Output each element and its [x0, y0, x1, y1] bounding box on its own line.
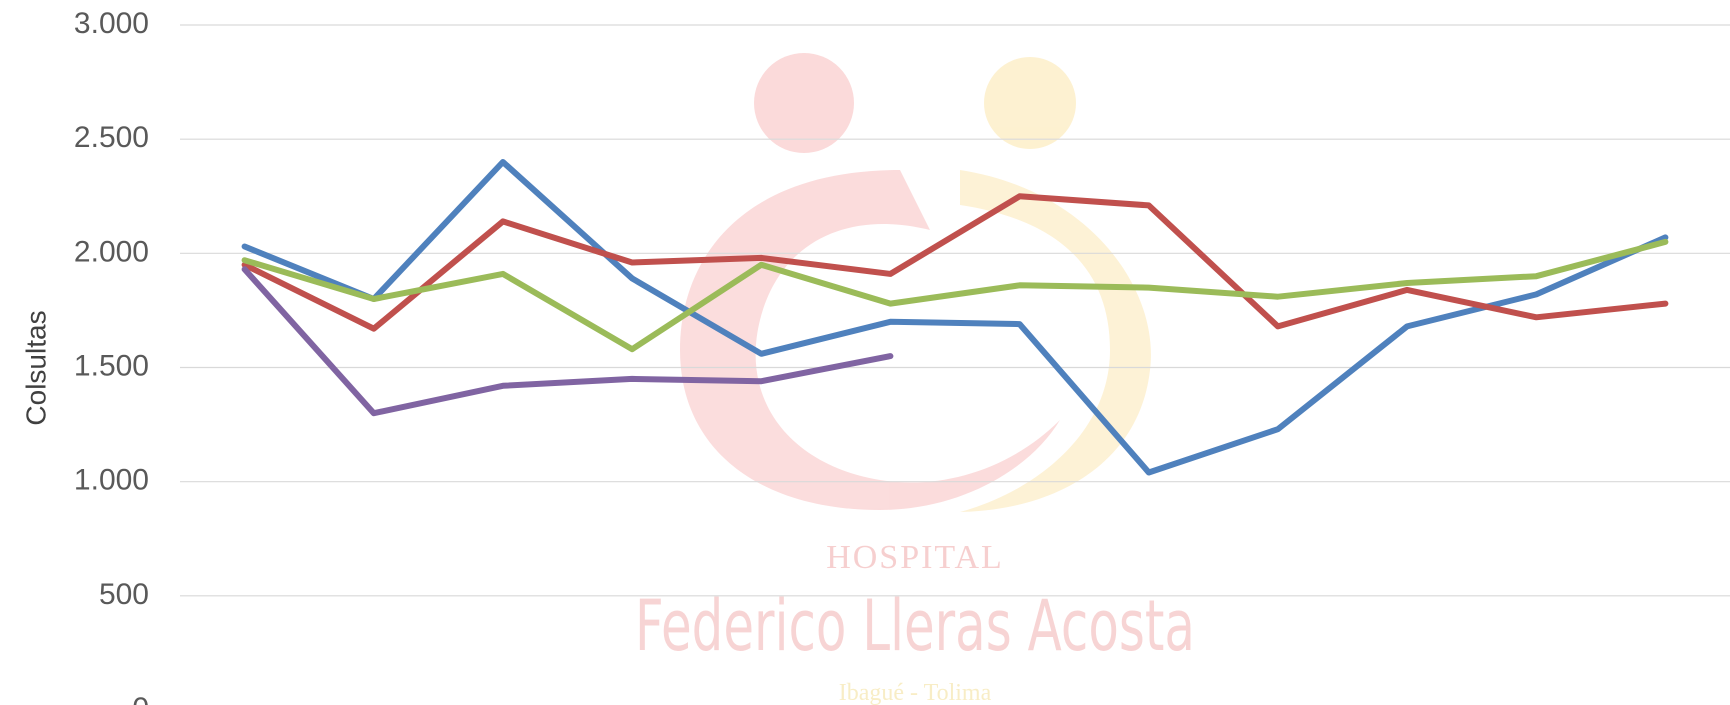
y-tick-label: 0: [132, 692, 149, 705]
watermark-swirl: [680, 170, 1060, 510]
y-tick-label: 1.500: [74, 349, 149, 382]
series-line: [241, 159, 1669, 476]
watermark-circle: [754, 53, 854, 153]
y-tick-label: 1.000: [74, 464, 149, 497]
watermark-text: Ibagué - Tolima: [839, 680, 992, 705]
watermark-circle: [984, 57, 1076, 149]
series-line: [241, 193, 1669, 332]
series-line: [241, 266, 894, 417]
watermark-swirl: [960, 170, 1151, 512]
y-tick-label: 2.500: [74, 121, 149, 154]
watermark-text: HOSPITAL: [826, 539, 1004, 576]
watermark: HOSPITAL Federico Lleras Acosta Ibagué -…: [635, 53, 1195, 705]
series-line: [241, 238, 1669, 353]
y-tick-label: 2.000: [74, 235, 149, 268]
y-axis-title: Colsultas: [20, 310, 51, 425]
watermark-text: Federico Lleras Acosta: [635, 585, 1195, 667]
y-tick-label: 500: [99, 578, 149, 611]
y-tick-label: 3.000: [74, 7, 149, 40]
